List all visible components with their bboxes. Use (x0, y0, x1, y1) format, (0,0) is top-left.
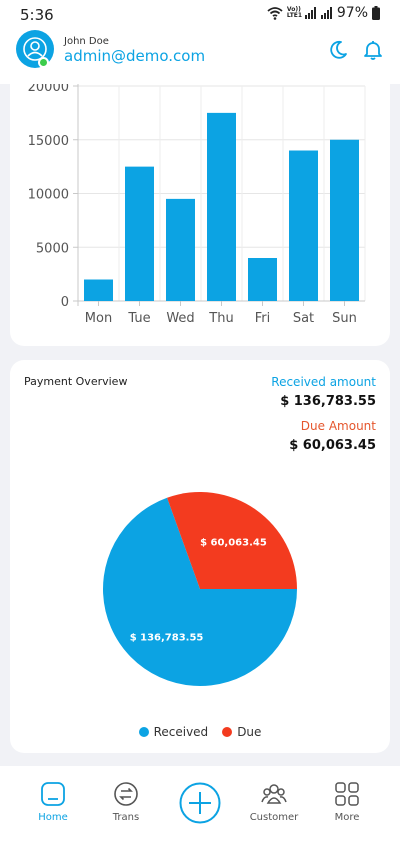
weekly-bar-chart-card: 0 5000 10000 15000 20000 Mon Tue Wed Thu Fri Sat Su… (10, 60, 390, 346)
nav-customer[interactable]: Customer (239, 780, 309, 823)
status-icons: Vo)) LTE1 97% (267, 5, 380, 21)
x-tick-label-wed: Wed (166, 311, 194, 326)
notification-bell-icon[interactable] (362, 39, 384, 61)
online-status-dot (38, 57, 49, 68)
payment-overview-card: Payment Overview Received amount $ 136,7… (10, 360, 390, 753)
nav-home-label: Home (38, 812, 68, 823)
nav-trans-label: Trans (112, 812, 140, 823)
legend-item-received[interactable]: Received (138, 725, 209, 739)
add-new-button[interactable] (179, 782, 221, 824)
signal-icon-2 (320, 7, 332, 19)
x-tick-label-sun: Sun (332, 311, 357, 326)
received-amount-value: $ 136,783.55 (280, 394, 376, 409)
user-icon (23, 37, 47, 61)
due-amount-value: $ 60,063.45 (289, 438, 376, 453)
x-tick-label-sat: Sat (293, 311, 314, 326)
battery-percent: 97% (336, 5, 368, 21)
bar-wed[interactable] (166, 198, 195, 301)
y-tick-label: 10000 (28, 188, 69, 203)
nav-home[interactable]: Home (18, 780, 88, 823)
transactions-exchange-icon (114, 782, 138, 806)
y-tick-label: 5000 (36, 241, 69, 256)
pie-label-received: $ 136,783.55 (130, 633, 204, 644)
bar-sat[interactable] (289, 150, 318, 302)
nav-trans[interactable]: Trans (91, 780, 161, 823)
volte-icon: Vo)) LTE1 (286, 6, 303, 19)
pie-legend: Received Due (10, 725, 390, 739)
volte-bottom: LTE1 (286, 12, 303, 19)
pie-slice-received[interactable] (102, 497, 297, 686)
bar-sun[interactable] (330, 139, 359, 301)
x-tick-label-tue: Tue (127, 311, 150, 326)
more-grid-icon (335, 782, 359, 806)
bar-fri[interactable] (248, 258, 277, 301)
legend-dot-received (138, 727, 149, 737)
bar-thu[interactable] (207, 112, 236, 301)
user-email: admin@demo.com (64, 47, 206, 65)
received-amount-label: Received amount (271, 375, 376, 389)
y-tick-label: 15000 (28, 134, 69, 149)
signal-icon-1 (304, 7, 316, 19)
user-name: John Doe (64, 36, 109, 47)
payment-overview-title: Payment Overview (24, 375, 128, 388)
wifi-icon (267, 7, 283, 20)
nav-more-label: More (334, 812, 360, 823)
volte-top: Vo)) (286, 6, 301, 13)
due-amount-label: Due Amount (300, 419, 376, 433)
bottom-navigation: Home Trans Customer More (0, 766, 400, 850)
bar-mon[interactable] (84, 279, 113, 302)
app-header: John Doe admin@demo.com (0, 30, 400, 80)
x-tick-label-thu: Thu (208, 311, 233, 326)
y-tick-label: 0 (61, 295, 69, 310)
x-tick-label-mon: Mon (85, 311, 112, 326)
top-bar: 5:36 Vo)) LTE1 97% (0, 0, 400, 84)
home-icon (41, 782, 65, 806)
battery-icon (372, 6, 380, 20)
legend-dot-due (222, 727, 233, 737)
pie-label-due: $ 60,063.45 (200, 537, 267, 548)
payment-pie-chart: $ 136,783.55 $ 60,063.45 (102, 492, 297, 686)
dark-mode-moon-icon[interactable] (327, 39, 349, 61)
nav-more[interactable]: More (312, 780, 382, 823)
nav-customer-label: Customer (249, 812, 299, 823)
status-bar: 5:36 Vo)) LTE1 97% (0, 0, 400, 30)
legend-label-received: Received (153, 725, 209, 739)
status-time: 5:36 (20, 6, 54, 24)
bar-tue[interactable] (125, 166, 154, 301)
pie-slice-due[interactable] (167, 492, 297, 589)
legend-label-due: Due (237, 725, 262, 739)
customers-group-icon (261, 784, 287, 804)
x-tick-label-fri: Fri (255, 311, 271, 326)
legend-item-due[interactable]: Due (222, 725, 261, 739)
